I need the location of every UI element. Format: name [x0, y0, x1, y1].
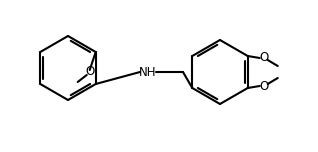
Text: O: O	[259, 52, 268, 64]
Text: O: O	[259, 79, 268, 93]
Text: NH: NH	[139, 66, 157, 78]
Text: O: O	[85, 66, 94, 78]
